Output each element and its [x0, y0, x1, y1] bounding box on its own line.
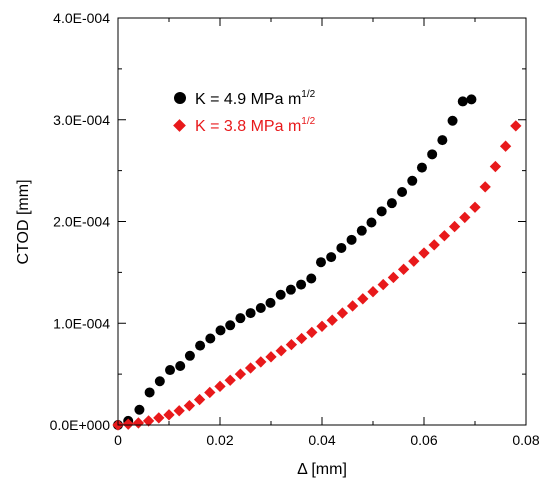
series-1-point	[215, 325, 226, 336]
y-axis-title: CTOD [mm]	[15, 179, 32, 264]
series-1-point	[205, 333, 216, 344]
y-tick-label: 2.0E-004	[53, 214, 110, 230]
series-1-point	[366, 217, 377, 228]
ticks-layer: 0 0.02 0.04 0.06 0.08 0.0E+000 1.0E-004 2.0E-00…	[50, 10, 540, 448]
series-2-point	[499, 140, 512, 152]
series-1-point	[184, 350, 195, 361]
x-axis-title: Δ [mm]	[297, 461, 347, 478]
series-1-point	[255, 302, 266, 313]
series-1-point	[397, 186, 408, 197]
series-2-point	[469, 201, 481, 213]
series-2-point	[428, 239, 440, 251]
series-1-point	[144, 387, 155, 398]
legend-label-series-1: K = 4.9 MPa m1/2	[195, 89, 316, 108]
series-1-point	[386, 198, 397, 209]
series-2-point	[408, 255, 420, 267]
series-2-point	[397, 263, 410, 275]
series-2-point	[173, 405, 185, 417]
series-2-point	[275, 345, 287, 357]
legend-label-series-1-main: K = 4.9 MPa m	[195, 91, 301, 108]
y-tick-label: 1.0E-004	[53, 315, 110, 331]
series-1-point	[296, 279, 307, 290]
legend-label-series-2-main: K = 3.8 MPa m	[195, 118, 301, 135]
series-layer	[112, 94, 522, 431]
series-1-point	[346, 234, 357, 245]
series-1-point	[356, 225, 367, 236]
series-2-point	[214, 380, 226, 392]
legend-label-series-2-sup: 1/2	[301, 116, 315, 127]
series-2-point	[153, 412, 165, 424]
series-2-point	[336, 307, 349, 319]
series-1-point	[154, 376, 165, 387]
series-2-point	[265, 351, 277, 363]
series-2-point	[357, 293, 369, 305]
series-1-point	[306, 273, 317, 284]
series-1-point	[275, 289, 286, 300]
series-1-point	[427, 149, 438, 160]
series-1-point	[315, 257, 326, 268]
series-1-point	[245, 308, 256, 319]
x-tick-label: 0.06	[410, 432, 437, 448]
series-2-point	[448, 220, 461, 233]
legend: K = 4.9 MPa m1/2 K = 3.8 MPa m1/2	[173, 89, 316, 135]
series-1-point	[376, 206, 387, 217]
series-1-point	[225, 320, 236, 331]
y-tick-label: 3.0E-004	[53, 112, 110, 128]
series-2-point	[193, 393, 206, 406]
y-tick-label: 0.0E+000	[50, 417, 111, 433]
series-1-point	[326, 252, 337, 263]
legend-label-series-2: K = 3.8 MPa m1/2	[195, 116, 316, 135]
plot-frame	[117, 17, 527, 426]
series-2-point	[306, 326, 318, 339]
series-2-point	[255, 356, 267, 368]
series-2-point	[295, 332, 308, 345]
series-2-point	[510, 120, 522, 132]
series-1-point	[175, 360, 186, 371]
series-1-point	[165, 365, 176, 376]
x-tick-label: 0.02	[206, 432, 233, 448]
series-2-point	[204, 386, 216, 399]
x-tick-label: 0	[114, 432, 122, 448]
series-2-point	[377, 278, 389, 291]
series-1-point	[447, 115, 458, 126]
series-2-point	[316, 320, 328, 332]
series-1-point	[416, 162, 427, 173]
series-2-point	[285, 338, 298, 351]
x-tick-label: 0.08	[512, 432, 539, 448]
series-2-point	[387, 271, 400, 284]
series-2-point	[183, 400, 196, 412]
series-2-point	[244, 362, 257, 374]
series-2-point	[132, 417, 145, 429]
series-2-point	[418, 247, 430, 259]
series-1-point	[134, 404, 145, 415]
series-2-point	[326, 314, 338, 326]
series-2-point	[459, 211, 471, 224]
legend-marker-series-2	[173, 119, 186, 132]
series-1-point	[195, 340, 206, 351]
series-1-point	[285, 284, 296, 295]
series-2-point	[489, 160, 502, 173]
series-1-point	[235, 313, 246, 324]
series-2-point	[142, 415, 155, 427]
series-2-point	[479, 181, 491, 193]
series-1-point	[265, 297, 276, 308]
series-1-point	[466, 94, 477, 105]
series-1-point	[407, 175, 418, 186]
series-1-point	[437, 135, 448, 146]
series-2-point	[224, 374, 236, 386]
legend-marker-series-1	[174, 92, 186, 104]
y-tick-label: 4.0E-004	[53, 10, 110, 26]
series-2-point	[346, 300, 359, 312]
series-1-point	[457, 96, 468, 107]
series-1-point	[336, 242, 347, 253]
series-2-point	[367, 286, 379, 298]
legend-label-series-1-sup: 1/2	[301, 89, 315, 100]
series-2-point	[163, 409, 175, 421]
series-2-point	[438, 230, 451, 242]
series-2-point	[234, 368, 247, 380]
x-tick-label: 0.04	[308, 432, 335, 448]
